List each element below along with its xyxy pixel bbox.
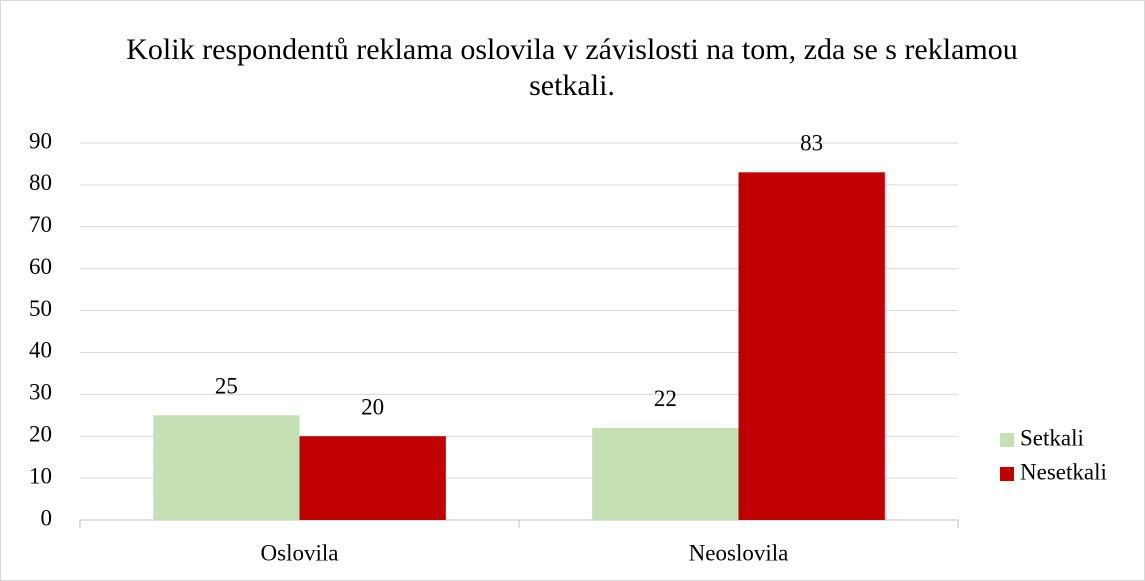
legend-swatch bbox=[1000, 433, 1014, 447]
bar bbox=[738, 172, 885, 521]
data-label: 22 bbox=[654, 386, 677, 411]
y-tick-label: 70 bbox=[29, 212, 52, 237]
data-label: 83 bbox=[800, 131, 823, 156]
chart-title: Kolik respondentů reklama oslovila v záv… bbox=[126, 33, 1018, 102]
bar bbox=[153, 415, 300, 520]
y-tick-label: 90 bbox=[29, 128, 52, 153]
legend-label: Nesetkali bbox=[1020, 459, 1107, 484]
legend-swatch bbox=[1000, 467, 1014, 481]
data-label: 25 bbox=[215, 374, 238, 399]
y-tick-label: 60 bbox=[29, 254, 52, 279]
y-tick-label: 50 bbox=[29, 296, 52, 321]
y-tick-label: 0 bbox=[41, 505, 53, 530]
bar bbox=[592, 427, 739, 520]
y-tick-label: 80 bbox=[29, 170, 52, 195]
x-tick-label: Oslovila bbox=[261, 540, 339, 565]
bar bbox=[299, 436, 446, 520]
data-label: 20 bbox=[361, 395, 384, 420]
legend-label: Setkali bbox=[1020, 425, 1084, 450]
y-tick-label: 40 bbox=[29, 338, 52, 363]
y-tick-label: 10 bbox=[29, 463, 52, 488]
y-tick-label: 20 bbox=[29, 422, 52, 447]
x-tick-label: Neoslovila bbox=[689, 540, 789, 565]
y-tick-label: 30 bbox=[29, 380, 52, 405]
